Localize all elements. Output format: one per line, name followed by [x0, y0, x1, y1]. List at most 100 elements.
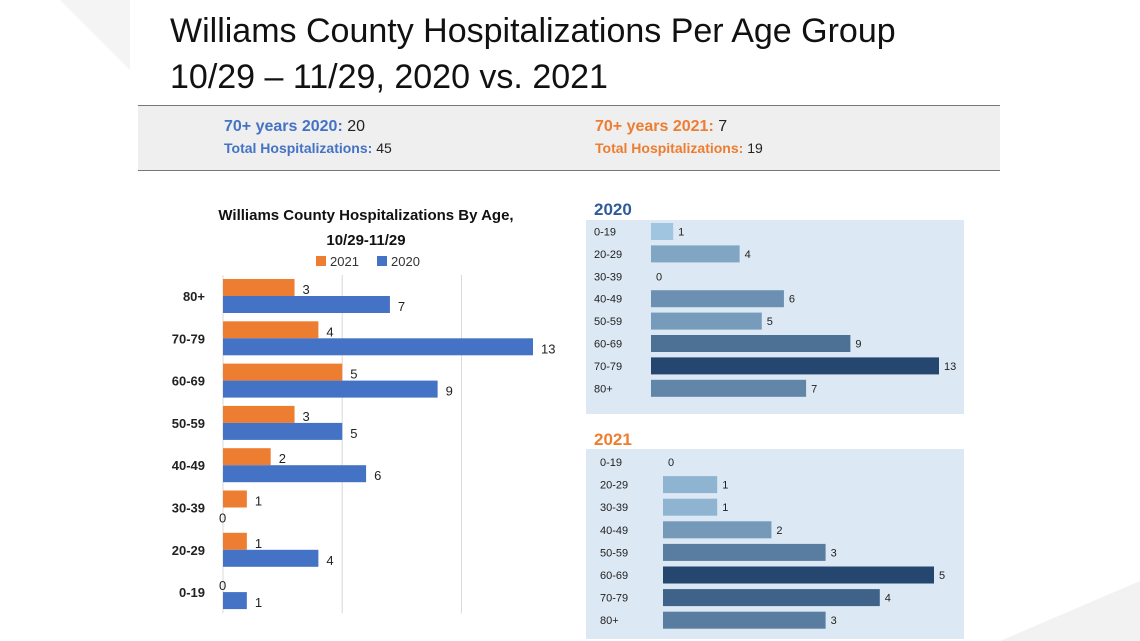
data-label-2020-0-19: 1: [255, 595, 262, 610]
bar-2020-60-69: [651, 335, 851, 352]
category-label: 60-69: [600, 570, 628, 582]
data-label-2021-20-29: 1: [255, 536, 262, 551]
data-label-2021-30-39: 1: [255, 494, 262, 509]
category-label: 60-69: [594, 339, 622, 351]
main-chart-subtitle: 10/29-11/29: [326, 232, 405, 249]
main-chart-title: Williams County Hospitalizations By Age,: [218, 207, 513, 224]
data-label-2020-80+: 7: [398, 299, 405, 314]
decorative-corner-bottom-right: [1000, 581, 1140, 641]
bar-2021-20-29: [223, 532, 247, 550]
legend-label-2021: 2021: [330, 254, 359, 269]
data-label-2021-70-79: 4: [885, 593, 891, 605]
summary-2020-70plus-label: 70+ years 2020:: [224, 118, 343, 135]
bar-2021-50-59: [223, 405, 295, 423]
slide-title: Williams County Hospitalizations Per Age…: [170, 8, 1070, 100]
data-label-2020-0-19: 1: [678, 227, 684, 239]
data-label-2021-40-49: 2: [776, 525, 782, 537]
bar-2020-70-79: [223, 338, 533, 356]
bar-2020-50-59: [651, 312, 762, 330]
data-label-2021-60-69: 5: [350, 367, 357, 382]
category-label: 20-29: [600, 480, 628, 492]
bar-2021-20-29: [663, 476, 718, 494]
data-label-2020-40-49: 6: [789, 294, 795, 306]
data-label-2020-60-69: 9: [855, 339, 861, 351]
legend-swatch-2021: [316, 256, 326, 266]
category-label: 60-69: [172, 374, 205, 389]
category-label: 80+: [594, 383, 613, 395]
bar-2021-30-39: [663, 498, 718, 516]
data-label-2020-20-29: 4: [326, 553, 333, 568]
bar-2021-60-69: [223, 363, 343, 381]
summary-2020-total-label: Total Hospitalizations:: [224, 140, 373, 156]
bar-2021-40-49: [223, 448, 271, 466]
bar-2020-0-19: [651, 223, 674, 240]
data-label-2021-50-59: 3: [303, 409, 310, 424]
data-label-2021-20-29: 1: [722, 480, 728, 492]
summary-2021-total-value: 19: [747, 140, 763, 156]
data-label-2021-80+: 3: [303, 282, 310, 297]
data-label-2021-0-19: 0: [668, 457, 674, 469]
data-label-2021-60-69: 5: [939, 570, 945, 582]
data-label-2020-30-39: 0: [656, 271, 662, 283]
bar-2020-20-29: [651, 245, 740, 263]
chart-title-2021: 2021: [594, 430, 632, 449]
data-label-2021-40-49: 2: [279, 451, 286, 466]
bar-2020-0-19: [223, 592, 247, 610]
data-label-2020-30-39: 0: [219, 511, 226, 526]
bar-2020-80+: [223, 296, 390, 313]
bar-2020-50-59: [223, 422, 343, 440]
category-label: 0-19: [600, 457, 622, 469]
slide-title-line2: 10/29 – 11/29, 2020 vs. 2021: [170, 58, 608, 96]
data-label-2020-40-49: 6: [374, 468, 381, 483]
bar-2020-40-49: [651, 290, 784, 308]
bar-2021-60-69: [663, 566, 934, 584]
data-label-2020-80+: 7: [811, 383, 817, 395]
data-label-2021-70-79: 4: [326, 324, 333, 339]
summary-2021-70plus-value: 7: [718, 118, 728, 135]
category-label: 40-49: [172, 458, 205, 473]
chart-title-2020: 2020: [594, 200, 632, 219]
category-label: 50-59: [594, 316, 622, 328]
bar-2021-80+: [663, 611, 826, 629]
bar-2021-70-79: [663, 589, 880, 607]
data-label-2021-30-39: 1: [722, 502, 728, 514]
bar-2020-40-49: [223, 465, 367, 483]
category-label: 50-59: [172, 416, 205, 431]
bar-2021-80+: [223, 279, 295, 296]
category-label: 0-19: [179, 585, 205, 600]
summary-2020-70plus-value: 20: [347, 118, 366, 135]
bar-2020-80+: [651, 379, 807, 397]
category-label: 30-39: [600, 502, 628, 514]
chart-2021: 2021 0-19 0 20-29 1 30-39 1 40-49 2 50-59 3 60-69 5 7…: [586, 430, 964, 639]
legend-swatch-2020: [377, 256, 387, 266]
data-label-2020-60-69: 9: [446, 384, 453, 399]
category-label: 70-79: [594, 361, 622, 373]
data-label-2021-0-19: 0: [219, 578, 226, 593]
category-label: 70-79: [600, 593, 628, 605]
bar-2020-20-29: [223, 549, 319, 567]
category-label: 20-29: [172, 543, 205, 558]
bar-2021-30-39: [223, 490, 247, 508]
bar-2020-70-79: [651, 357, 939, 375]
bar-2021-70-79: [223, 321, 319, 339]
category-label: 20-29: [594, 249, 622, 261]
summary-2021: 70+ years 2021: 7 Total Hospitalizations…: [595, 116, 763, 158]
category-label: 0-19: [594, 227, 616, 239]
age-comparison-bar-chart: Williams County Hospitalizations By Age,…: [172, 207, 555, 614]
category-label: 80+: [600, 615, 619, 627]
category-label: 50-59: [600, 547, 628, 559]
summary-2020: 70+ years 2020: 20 Total Hospitalization…: [224, 116, 392, 158]
summary-2021-70plus-label: 70+ years 2021:: [595, 118, 714, 135]
summary-2020-total-value: 45: [376, 140, 392, 156]
data-label-2021-50-59: 3: [831, 547, 837, 559]
category-label: 70-79: [172, 331, 205, 346]
chart-2020: 2020 0-19 1 20-29 4 30-39 0 40-49 6 50-59 5 60-69 9 7…: [586, 200, 964, 414]
data-label-2020-20-29: 4: [745, 249, 751, 261]
category-label: 40-49: [594, 294, 622, 306]
bar-2021-40-49: [663, 521, 772, 539]
category-label: 80+: [183, 289, 205, 304]
data-label-2020-70-79: 13: [944, 361, 956, 373]
category-label: 40-49: [600, 525, 628, 537]
summary-2021-total-label: Total Hospitalizations:: [595, 140, 744, 156]
bar-2020-60-69: [223, 380, 438, 398]
